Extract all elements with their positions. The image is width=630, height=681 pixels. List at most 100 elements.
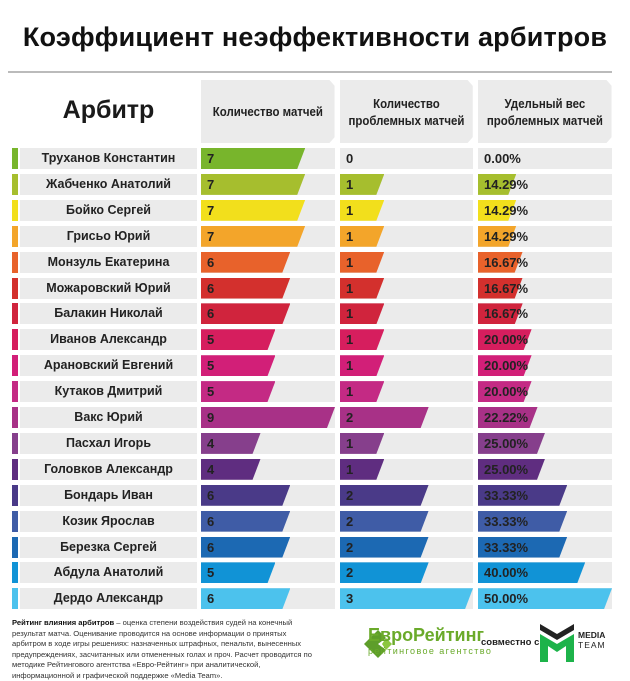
matches-bar (201, 485, 290, 506)
problem-bar (340, 252, 384, 273)
referee-name: Можаровский Юрий (20, 277, 197, 299)
matches-value: 6 (207, 254, 215, 270)
matches-value: 6 (207, 306, 215, 322)
table-row: Арановский Евгений 5 1 20.00% (0, 355, 630, 377)
row-color-marker (12, 381, 18, 403)
media-team-line1: MEDIA (578, 630, 606, 640)
weight-cell: 33.33% (478, 510, 612, 532)
table-row: Вакс Юрий 9 2 22.22% (0, 407, 630, 428)
weight-cell: 40.00% (478, 562, 612, 584)
weight-bar (478, 588, 612, 609)
table-row: Дердо Александр 6 3 50.00% (0, 588, 630, 610)
problem-cell: 1 (340, 329, 473, 351)
problem-value: 1 (346, 202, 354, 218)
table-row: Балакин Николай 6 1 16.67% (0, 303, 630, 325)
weight-value: 14.29% (484, 228, 529, 244)
matches-value: 5 (207, 358, 215, 374)
problem-bar (340, 485, 429, 506)
eurorating-subtitle: рейтинговое агентство (368, 646, 493, 656)
matches-value: 4 (207, 461, 215, 477)
matches-bar (201, 511, 290, 532)
matches-value: 5 (207, 332, 215, 348)
row-color-marker (12, 329, 18, 351)
matches-cell: 7 (201, 199, 335, 221)
table-row: Козик Ярослав 6 2 33.33% (0, 510, 630, 532)
weight-value: 50.00% (484, 591, 529, 607)
problem-value: 1 (346, 358, 354, 374)
problem-bar (340, 459, 384, 480)
problem-cell: 2 (340, 484, 473, 506)
matches-bar (201, 200, 305, 221)
matches-bar (201, 226, 305, 247)
matches-cell: 4 (201, 458, 335, 480)
weight-bar (478, 459, 545, 480)
matches-cell: 7 (201, 225, 335, 247)
referee-name: Бондарь Иван (20, 484, 197, 506)
weight-bar (478, 433, 545, 454)
problem-bar (340, 200, 384, 221)
row-color-marker (12, 355, 18, 377)
referee-name: Абдула Анатолий (20, 562, 197, 584)
problem-cell: 2 (340, 510, 473, 532)
weight-bar (478, 355, 532, 376)
matches-bar (201, 355, 275, 376)
media-team-logo-icon (540, 624, 574, 662)
problem-cell: 2 (340, 407, 473, 428)
header-arbiter: Арбитр (62, 96, 155, 124)
row-color-marker (12, 588, 18, 610)
matches-bar (201, 252, 290, 273)
problem-value: 2 (346, 487, 354, 503)
table-row: Кутаков Дмитрий 5 1 20.00% (0, 381, 630, 403)
matches-cell: 5 (201, 562, 335, 584)
matches-value: 5 (207, 565, 215, 581)
matches-cell: 6 (201, 277, 335, 299)
divider (8, 71, 612, 73)
matches-value: 6 (207, 280, 215, 296)
weight-bar (478, 200, 516, 221)
weight-cell: 16.67% (478, 303, 612, 325)
weight-value: 25.00% (484, 461, 529, 477)
footnote-title: Рейтинг влияния арбитров (12, 618, 115, 627)
weight-bar (478, 252, 523, 273)
problem-value: 1 (346, 254, 354, 270)
problem-cell: 2 (340, 562, 473, 584)
weight-bar (478, 226, 516, 247)
matches-bar (201, 278, 290, 299)
weight-cell: 25.00% (478, 432, 612, 454)
problem-bar (340, 226, 384, 247)
problem-value: 1 (346, 435, 354, 451)
problem-value: 1 (346, 228, 354, 244)
matches-value: 6 (207, 591, 215, 607)
table-row: Труханов Константин 7 0 0.00% (0, 148, 630, 169)
together-with-label: совместно с (481, 637, 540, 648)
weight-bar (478, 278, 523, 299)
weight-value: 20.00% (484, 332, 529, 348)
row-color-marker (12, 199, 18, 221)
referee-name: Вакс Юрий (20, 407, 197, 428)
weight-value: 14.29% (484, 176, 529, 192)
problem-value: 2 (346, 410, 354, 425)
row-color-marker (12, 225, 18, 247)
problem-value: 2 (346, 565, 354, 581)
problem-value: 1 (346, 332, 354, 348)
weight-cell: 33.33% (478, 484, 612, 506)
weight-value: 20.00% (484, 384, 529, 400)
problem-bar (340, 329, 384, 350)
weight-cell: 16.67% (478, 251, 612, 273)
page-title: Коэффициент неэффективности арбитров (22, 22, 608, 52)
table-row: Монзуль Екатерина 6 1 16.67% (0, 251, 630, 273)
row-color-marker (12, 407, 18, 428)
media-team-line2: TEAM (578, 640, 606, 650)
matches-cell: 9 (201, 407, 335, 428)
matches-cell: 7 (201, 148, 335, 169)
problem-value: 0 (346, 151, 354, 166)
matches-bar (201, 562, 275, 583)
problem-bar (340, 278, 384, 299)
problem-value: 2 (346, 539, 354, 555)
problem-value: 2 (346, 513, 354, 529)
matches-bar (201, 433, 261, 454)
table-row: Бойко Сергей 7 1 14.29% (0, 199, 630, 221)
table-row: Грисьо Юрий 7 1 14.29% (0, 225, 630, 247)
weight-cell: 20.00% (478, 355, 612, 377)
matches-bar (201, 537, 290, 558)
